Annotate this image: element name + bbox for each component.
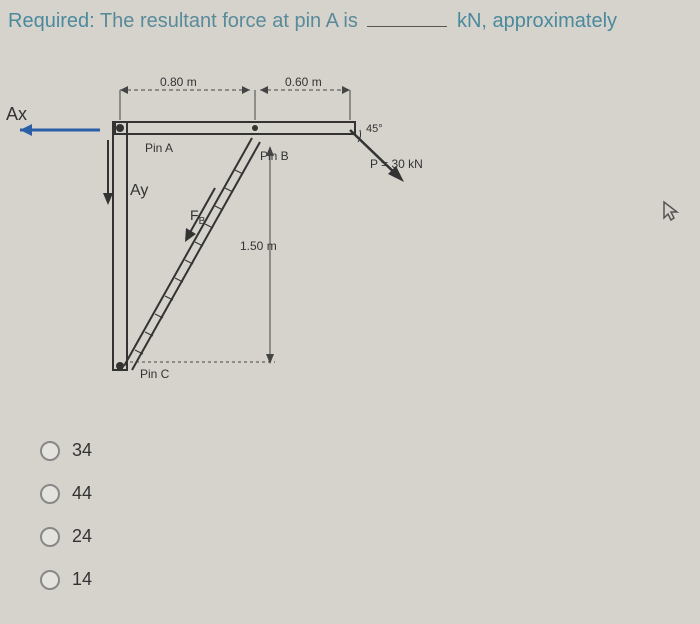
- answer-blank: [367, 13, 447, 27]
- option-14[interactable]: 14: [40, 569, 92, 590]
- cursor-icon: [662, 200, 680, 228]
- svg-text:P = 30 kN: P = 30 kN: [370, 157, 423, 171]
- required-label: Required:: [8, 10, 95, 32]
- radio-icon: [40, 441, 60, 461]
- radio-icon: [40, 484, 60, 504]
- svg-text:0.60 m: 0.60 m: [285, 75, 322, 89]
- svg-text:1.50 m: 1.50 m: [240, 239, 277, 253]
- svg-text:45°: 45°: [366, 123, 383, 135]
- option-label: 14: [72, 569, 92, 590]
- svg-text:Ay: Ay: [130, 182, 148, 199]
- option-label: 24: [72, 526, 92, 547]
- frame-diagram: Ax 0.80 m 0.60 m: [0, 60, 460, 400]
- question-text: Required: The resultant force at pin A i…: [0, 0, 700, 45]
- option-34[interactable]: 34: [40, 440, 92, 461]
- svg-text:Pin C: Pin C: [140, 367, 170, 381]
- svg-text:Pin A: Pin A: [145, 141, 173, 155]
- svg-text:Pin B: Pin B: [260, 149, 289, 163]
- unit-label: kN, approximately: [457, 10, 617, 32]
- svg-text:Ax: Ax: [6, 104, 27, 124]
- option-label: 34: [72, 440, 92, 461]
- radio-icon: [40, 570, 60, 590]
- answer-options: 34 44 24 14: [40, 440, 92, 612]
- option-24[interactable]: 24: [40, 526, 92, 547]
- option-44[interactable]: 44: [40, 483, 92, 504]
- option-label: 44: [72, 483, 92, 504]
- svg-text:0.80 m: 0.80 m: [160, 75, 197, 89]
- question-body: The resultant force at pin A is: [100, 10, 358, 32]
- radio-icon: [40, 527, 60, 547]
